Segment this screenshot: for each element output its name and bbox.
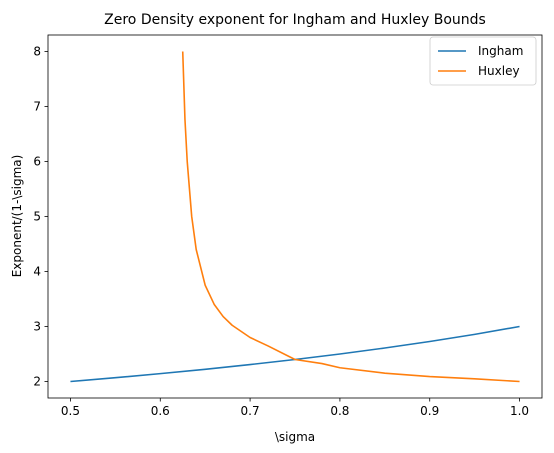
legend-box <box>429 36 537 86</box>
chart-title: Zero Density exponent for Ingham and Hux… <box>104 12 486 28</box>
x-axis-label: \sigma <box>275 430 315 444</box>
y-tick-label: 5 <box>33 210 41 224</box>
y-axis-label: Exponent/(1-\sigma) <box>10 155 24 278</box>
x-tick-label: 0.5 <box>61 404 80 418</box>
y-tick-label: 3 <box>33 320 41 334</box>
y-tick-label: 7 <box>33 100 41 114</box>
y-tick-label: 2 <box>33 375 41 389</box>
legend: Ingham Huxley <box>429 36 537 86</box>
x-tick-label: 0.6 <box>151 404 170 418</box>
x-tick-label: 0.9 <box>420 404 439 418</box>
legend-label-ingham: Ingham <box>478 44 523 58</box>
legend-label-huxley: Huxley <box>478 64 520 78</box>
y-tick-label: 8 <box>33 45 41 59</box>
x-tick-label: 0.8 <box>330 404 349 418</box>
series-line-huxley <box>181 51 520 383</box>
plot-background <box>48 35 542 398</box>
plot-frame <box>47 34 543 399</box>
x-tick-label: 0.7 <box>241 404 260 418</box>
y-tick-label: 6 <box>33 155 41 169</box>
y-tick-label: 4 <box>33 265 41 279</box>
x-tick-label: 1.0 <box>510 404 529 418</box>
